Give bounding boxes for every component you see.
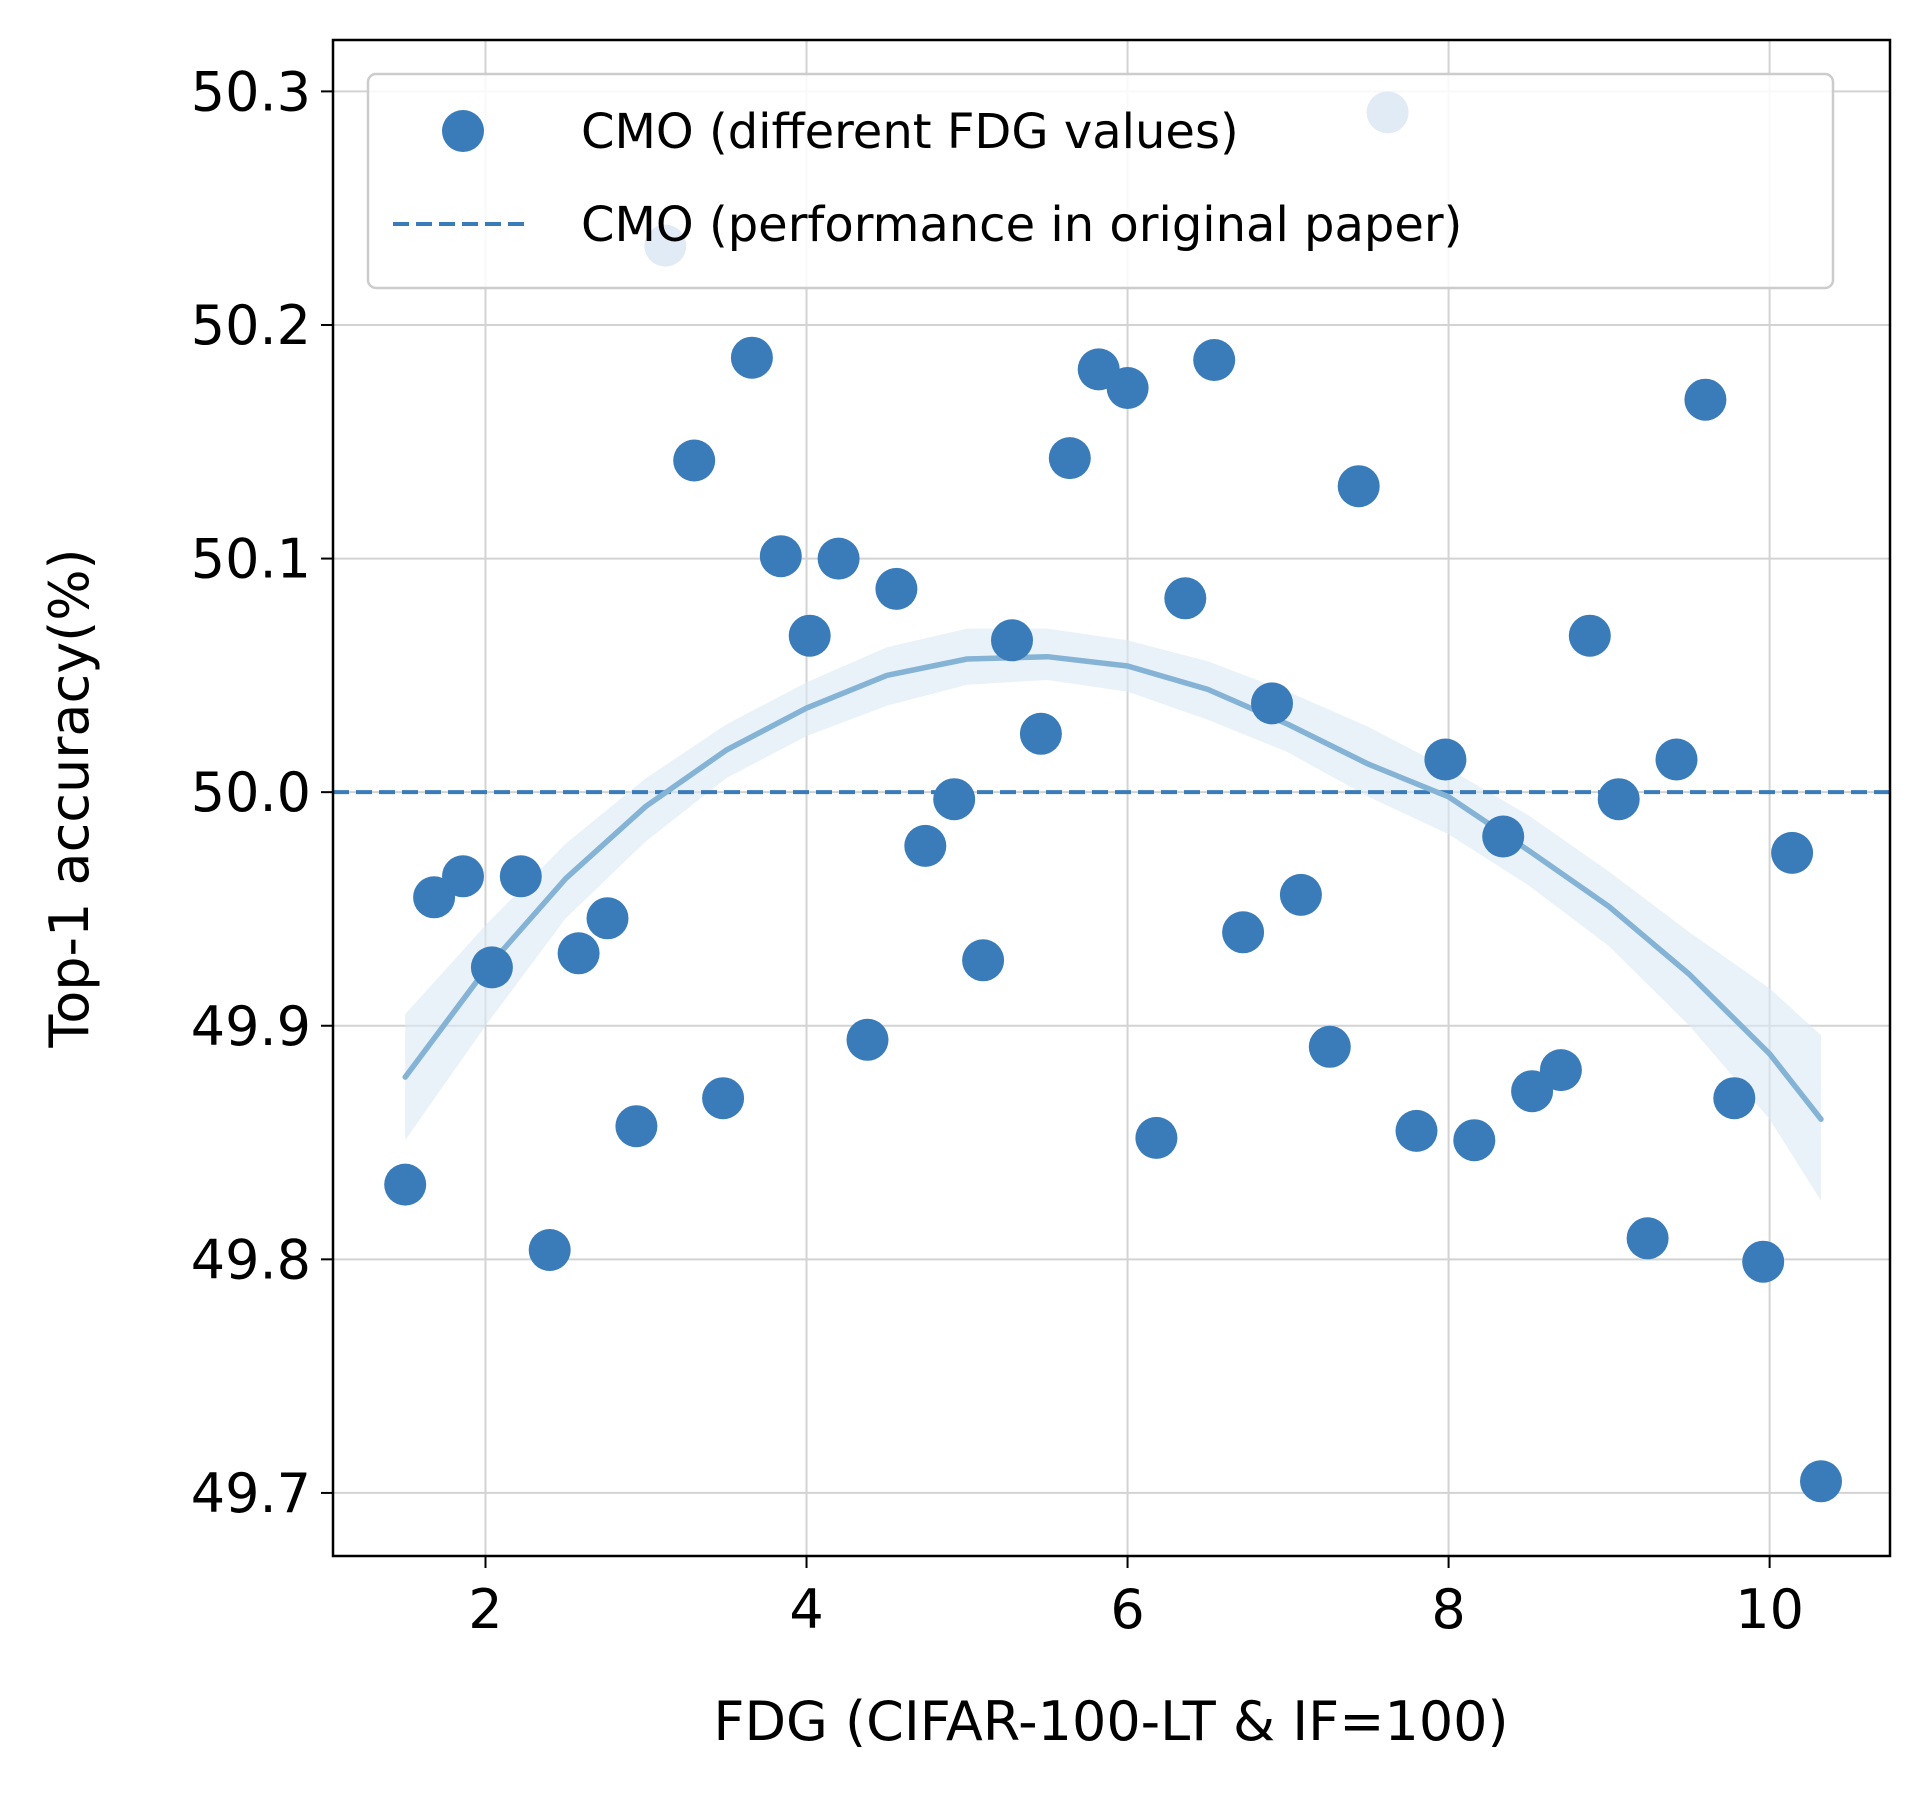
data-point <box>1251 682 1293 725</box>
x-axis-ticks: 2 4 6 8 10 <box>468 1556 1804 1641</box>
x-tick-label: 2 <box>468 1578 502 1641</box>
data-point <box>528 1229 571 1271</box>
data-point <box>1019 712 1062 755</box>
fit-line <box>402 653 1824 1122</box>
legend: CMO (different FDG values) CMO (performa… <box>366 72 1835 290</box>
data-point <box>1800 1460 1842 1503</box>
y-tick-label: 50.0 <box>191 761 311 824</box>
data-point <box>817 537 860 580</box>
data-point <box>1308 1025 1351 1068</box>
legend-label-baseline: CMO (performance in original paper) <box>581 197 1462 253</box>
y-tick-label: 49.8 <box>191 1228 311 1291</box>
data-point <box>1511 1070 1554 1113</box>
y-tick-label: 50.3 <box>191 60 311 123</box>
data-point <box>1771 831 1814 874</box>
data-point <box>1626 1217 1669 1260</box>
data-point <box>615 1105 658 1148</box>
data-point <box>1453 1119 1496 1162</box>
y-tick-label: 49.7 <box>191 1462 311 1525</box>
x-tick-label: 10 <box>1735 1578 1804 1641</box>
y-tick-label: 49.9 <box>191 995 311 1058</box>
data-point <box>1655 738 1698 781</box>
data-point <box>788 614 831 657</box>
data-point <box>499 855 542 898</box>
data-point <box>470 946 513 989</box>
data-point <box>1222 911 1265 954</box>
data-point <box>1482 815 1525 858</box>
data-point <box>730 336 773 379</box>
data-point <box>875 567 918 610</box>
data-point <box>1742 1240 1785 1283</box>
legend-label-scatter: CMO (different FDG values) <box>581 104 1239 160</box>
data-point <box>1048 437 1091 480</box>
data-point <box>1684 378 1727 421</box>
data-point <box>759 535 802 578</box>
data-point <box>1424 738 1467 781</box>
y-axis-ticks: 49.7 49.8 49.9 50.0 50.1 50.2 50.3 <box>191 60 333 1525</box>
data-point <box>1597 778 1640 821</box>
data-point <box>933 778 976 821</box>
x-tick-label: 8 <box>1431 1578 1465 1641</box>
plot-frame <box>331 38 1892 1558</box>
data-point <box>1395 1109 1438 1152</box>
data-point <box>991 619 1033 662</box>
x-tick-label: 6 <box>1110 1578 1144 1641</box>
data-point <box>1337 465 1380 508</box>
x-tick-label: 4 <box>789 1578 823 1641</box>
data-point <box>413 876 456 919</box>
data-point <box>442 855 484 898</box>
x-axis-label: FDG (CIFAR-100-LT & IF=100) <box>713 1690 1508 1753</box>
data-point <box>1713 1077 1756 1120</box>
y-axis-label: Top-1 accuracy(%) <box>38 548 101 1048</box>
data-point <box>384 1163 427 1206</box>
fit-line-layer <box>402 653 1824 1122</box>
data-point <box>962 939 1005 982</box>
y-tick-label: 50.2 <box>191 294 311 357</box>
data-point <box>1539 1049 1582 1092</box>
data-point <box>586 897 629 940</box>
data-point <box>1135 1116 1178 1159</box>
legend-box <box>366 72 1835 290</box>
data-point <box>1164 577 1207 620</box>
scatter-points <box>384 91 1842 1503</box>
data-point <box>904 824 947 867</box>
data-point <box>702 1077 745 1120</box>
y-tick-label: 50.1 <box>191 528 311 591</box>
data-point <box>557 932 600 975</box>
data-point <box>846 1018 889 1061</box>
data-point <box>1106 367 1149 409</box>
data-point <box>1193 339 1236 381</box>
legend-marker-scatter <box>442 110 484 152</box>
data-point <box>1568 614 1611 657</box>
data-point <box>673 439 716 482</box>
data-point <box>1279 873 1322 916</box>
